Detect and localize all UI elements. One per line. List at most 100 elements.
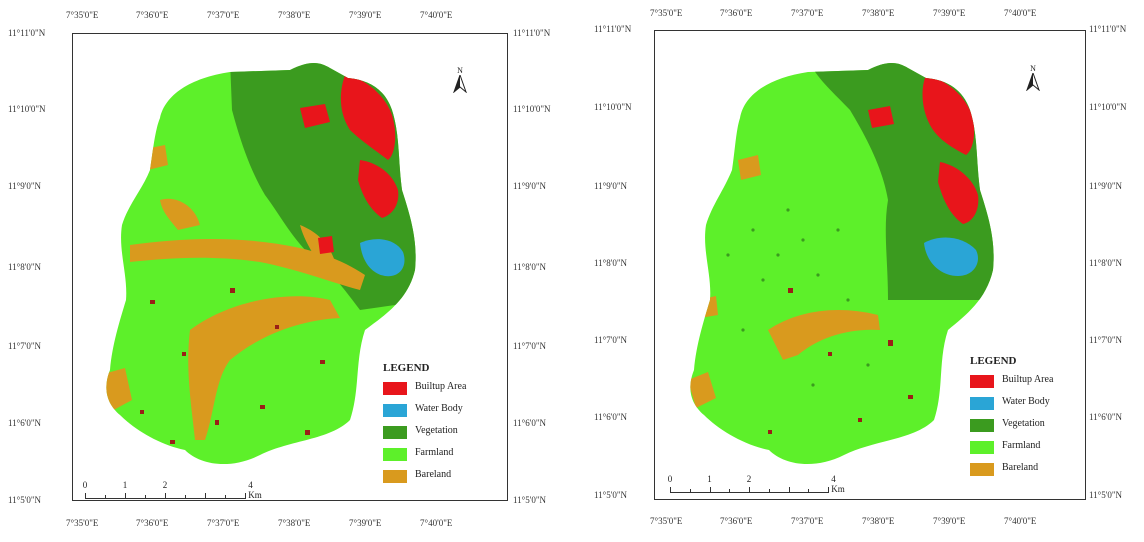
lon-label-bottom: 7°36'0"E (720, 516, 753, 526)
lon-label-top: 7°38'0"E (862, 8, 895, 18)
legend-swatch (970, 375, 994, 388)
water-body (360, 239, 405, 277)
lat-label-right: 11°9'0"N (1089, 181, 1123, 191)
scale-label: 1 (707, 474, 712, 484)
scale-tick (245, 493, 246, 499)
land-use-terrain (690, 63, 994, 465)
lon-label-top: 7°37'0"E (791, 8, 824, 18)
legend: LEGEND Builtup Area Water Body Vegetatio… (383, 362, 466, 490)
lon-label-bottom: 7°40'0"E (420, 518, 453, 528)
lat-label-left: 11°5'0"N (594, 490, 628, 500)
builtup-area (868, 106, 894, 128)
north-arrow: N (1025, 64, 1041, 93)
bareland-patch (698, 296, 718, 318)
lon-label-top: 7°35'0"E (650, 8, 683, 18)
scale-tick (225, 495, 226, 499)
land-use-map-right: 7°35'0"E 7°36'0"E 7°37'0"E 7°38'0"E 7°39… (588, 0, 1144, 542)
legend-label: Water Body (1002, 396, 1050, 407)
lon-label-bottom: 7°39'0"E (349, 518, 382, 528)
lat-label-left: 11°10'0"N (594, 102, 632, 112)
north-arrow-icon (452, 73, 468, 94)
scale-tick (670, 487, 671, 493)
lat-label-left: 11°10'0"N (8, 104, 46, 114)
lat-label-right: 11°10'0"N (1089, 102, 1127, 112)
lon-label-top: 7°39'0"E (349, 10, 382, 20)
legend-label: Builtup Area (1002, 374, 1054, 385)
lat-label-left: 11°9'0"N (594, 181, 628, 191)
legend-swatch (970, 419, 994, 432)
lon-label-top: 7°40'0"E (420, 10, 453, 20)
land-use-map-left: 7°35'0"E 7°36'0"E 7°37'0"E 7°38'0"E 7°39… (0, 0, 560, 542)
builtup-area (358, 160, 399, 218)
legend-swatch (970, 441, 994, 454)
scale-tick (689, 489, 691, 493)
legend-title: LEGEND (383, 362, 430, 374)
legend-swatch (383, 426, 407, 439)
scale-label: 0 (82, 480, 88, 490)
north-arrow: N (452, 66, 468, 95)
scale-tick (165, 493, 166, 499)
scale-bar: 0 1 2 4 Km (82, 480, 262, 504)
legend-item-water: Water Body (383, 402, 463, 419)
scale-tick (709, 487, 711, 493)
scale-tick (145, 495, 146, 499)
scale-tick (749, 487, 750, 493)
lon-label-bottom: 7°38'0"E (278, 518, 311, 528)
land-use-terrain (106, 63, 416, 465)
builtup-scatter (140, 288, 325, 444)
legend-swatch (383, 470, 407, 483)
vegetation-scatter (726, 208, 870, 387)
lon-label-bottom: 7°40'0"E (1004, 516, 1037, 526)
bareland-patch (690, 372, 716, 408)
legend-label: Farmland (415, 447, 454, 458)
lon-label-bottom: 7°35'0"E (66, 518, 99, 528)
lat-label-right: 11°8'0"N (1089, 258, 1123, 268)
scale-label: 0 (667, 474, 673, 484)
scale-tick (828, 487, 829, 493)
lon-label-top: 7°39'0"E (933, 8, 966, 18)
legend-swatch (383, 382, 407, 395)
lat-label-left: 11°6'0"N (8, 418, 42, 428)
lat-label-right: 11°10'0"N (513, 104, 551, 114)
scale-tick (768, 489, 770, 493)
legend: LEGEND Builtup Area Water Body Vegetatio… (970, 355, 1053, 483)
lat-label-left: 11°6'0"N (594, 412, 628, 422)
scale-tick (729, 489, 731, 493)
builtup-area (938, 162, 979, 224)
legend-item-bareland: Bareland (970, 461, 1038, 478)
legend-item-farmland: Farmland (970, 439, 1040, 456)
legend-swatch (383, 448, 407, 461)
lat-label-left: 11°8'0"N (594, 258, 628, 268)
lat-label-right: 11°6'0"N (1089, 412, 1123, 422)
lon-label-top: 7°37'0"E (207, 10, 240, 20)
scale-bar: 0 1 2 4 Km (667, 474, 845, 498)
lat-label-right: 11°5'0"N (513, 495, 547, 505)
legend-label: Vegetation (1002, 418, 1045, 429)
lat-label-left: 11°11'0"N (594, 24, 632, 34)
scale-tick (105, 495, 106, 499)
north-arrow-icon (1025, 71, 1041, 92)
lon-label-bottom: 7°39'0"E (933, 516, 966, 526)
legend-label: Bareland (1002, 462, 1039, 473)
scale-tick (788, 487, 790, 493)
legend-label: Bareland (415, 469, 452, 480)
lon-label-bottom: 7°35'0"E (650, 516, 683, 526)
scale-label: 1 (122, 480, 128, 490)
bareland-patch (768, 310, 880, 360)
scale-tick (185, 495, 186, 499)
lon-label-bottom: 7°36'0"E (136, 518, 169, 528)
scale-tick (205, 493, 206, 499)
scale-label: 2 (162, 480, 168, 490)
lat-label-right: 11°9'0"N (513, 181, 547, 191)
water-body (924, 237, 978, 276)
scale-label: 4 Km (248, 480, 262, 500)
legend-item-bareland: Bareland (383, 468, 451, 485)
lat-label-right: 11°6'0"N (513, 418, 547, 428)
bareland-patch (160, 198, 200, 230)
builtup-area (318, 236, 334, 254)
lon-label-bottom: 7°37'0"E (207, 518, 240, 528)
builtup-area (340, 75, 396, 160)
north-label: N (1030, 64, 1036, 73)
legend-label: Water Body (415, 403, 463, 414)
lat-label-left: 11°11'0"N (8, 28, 46, 38)
